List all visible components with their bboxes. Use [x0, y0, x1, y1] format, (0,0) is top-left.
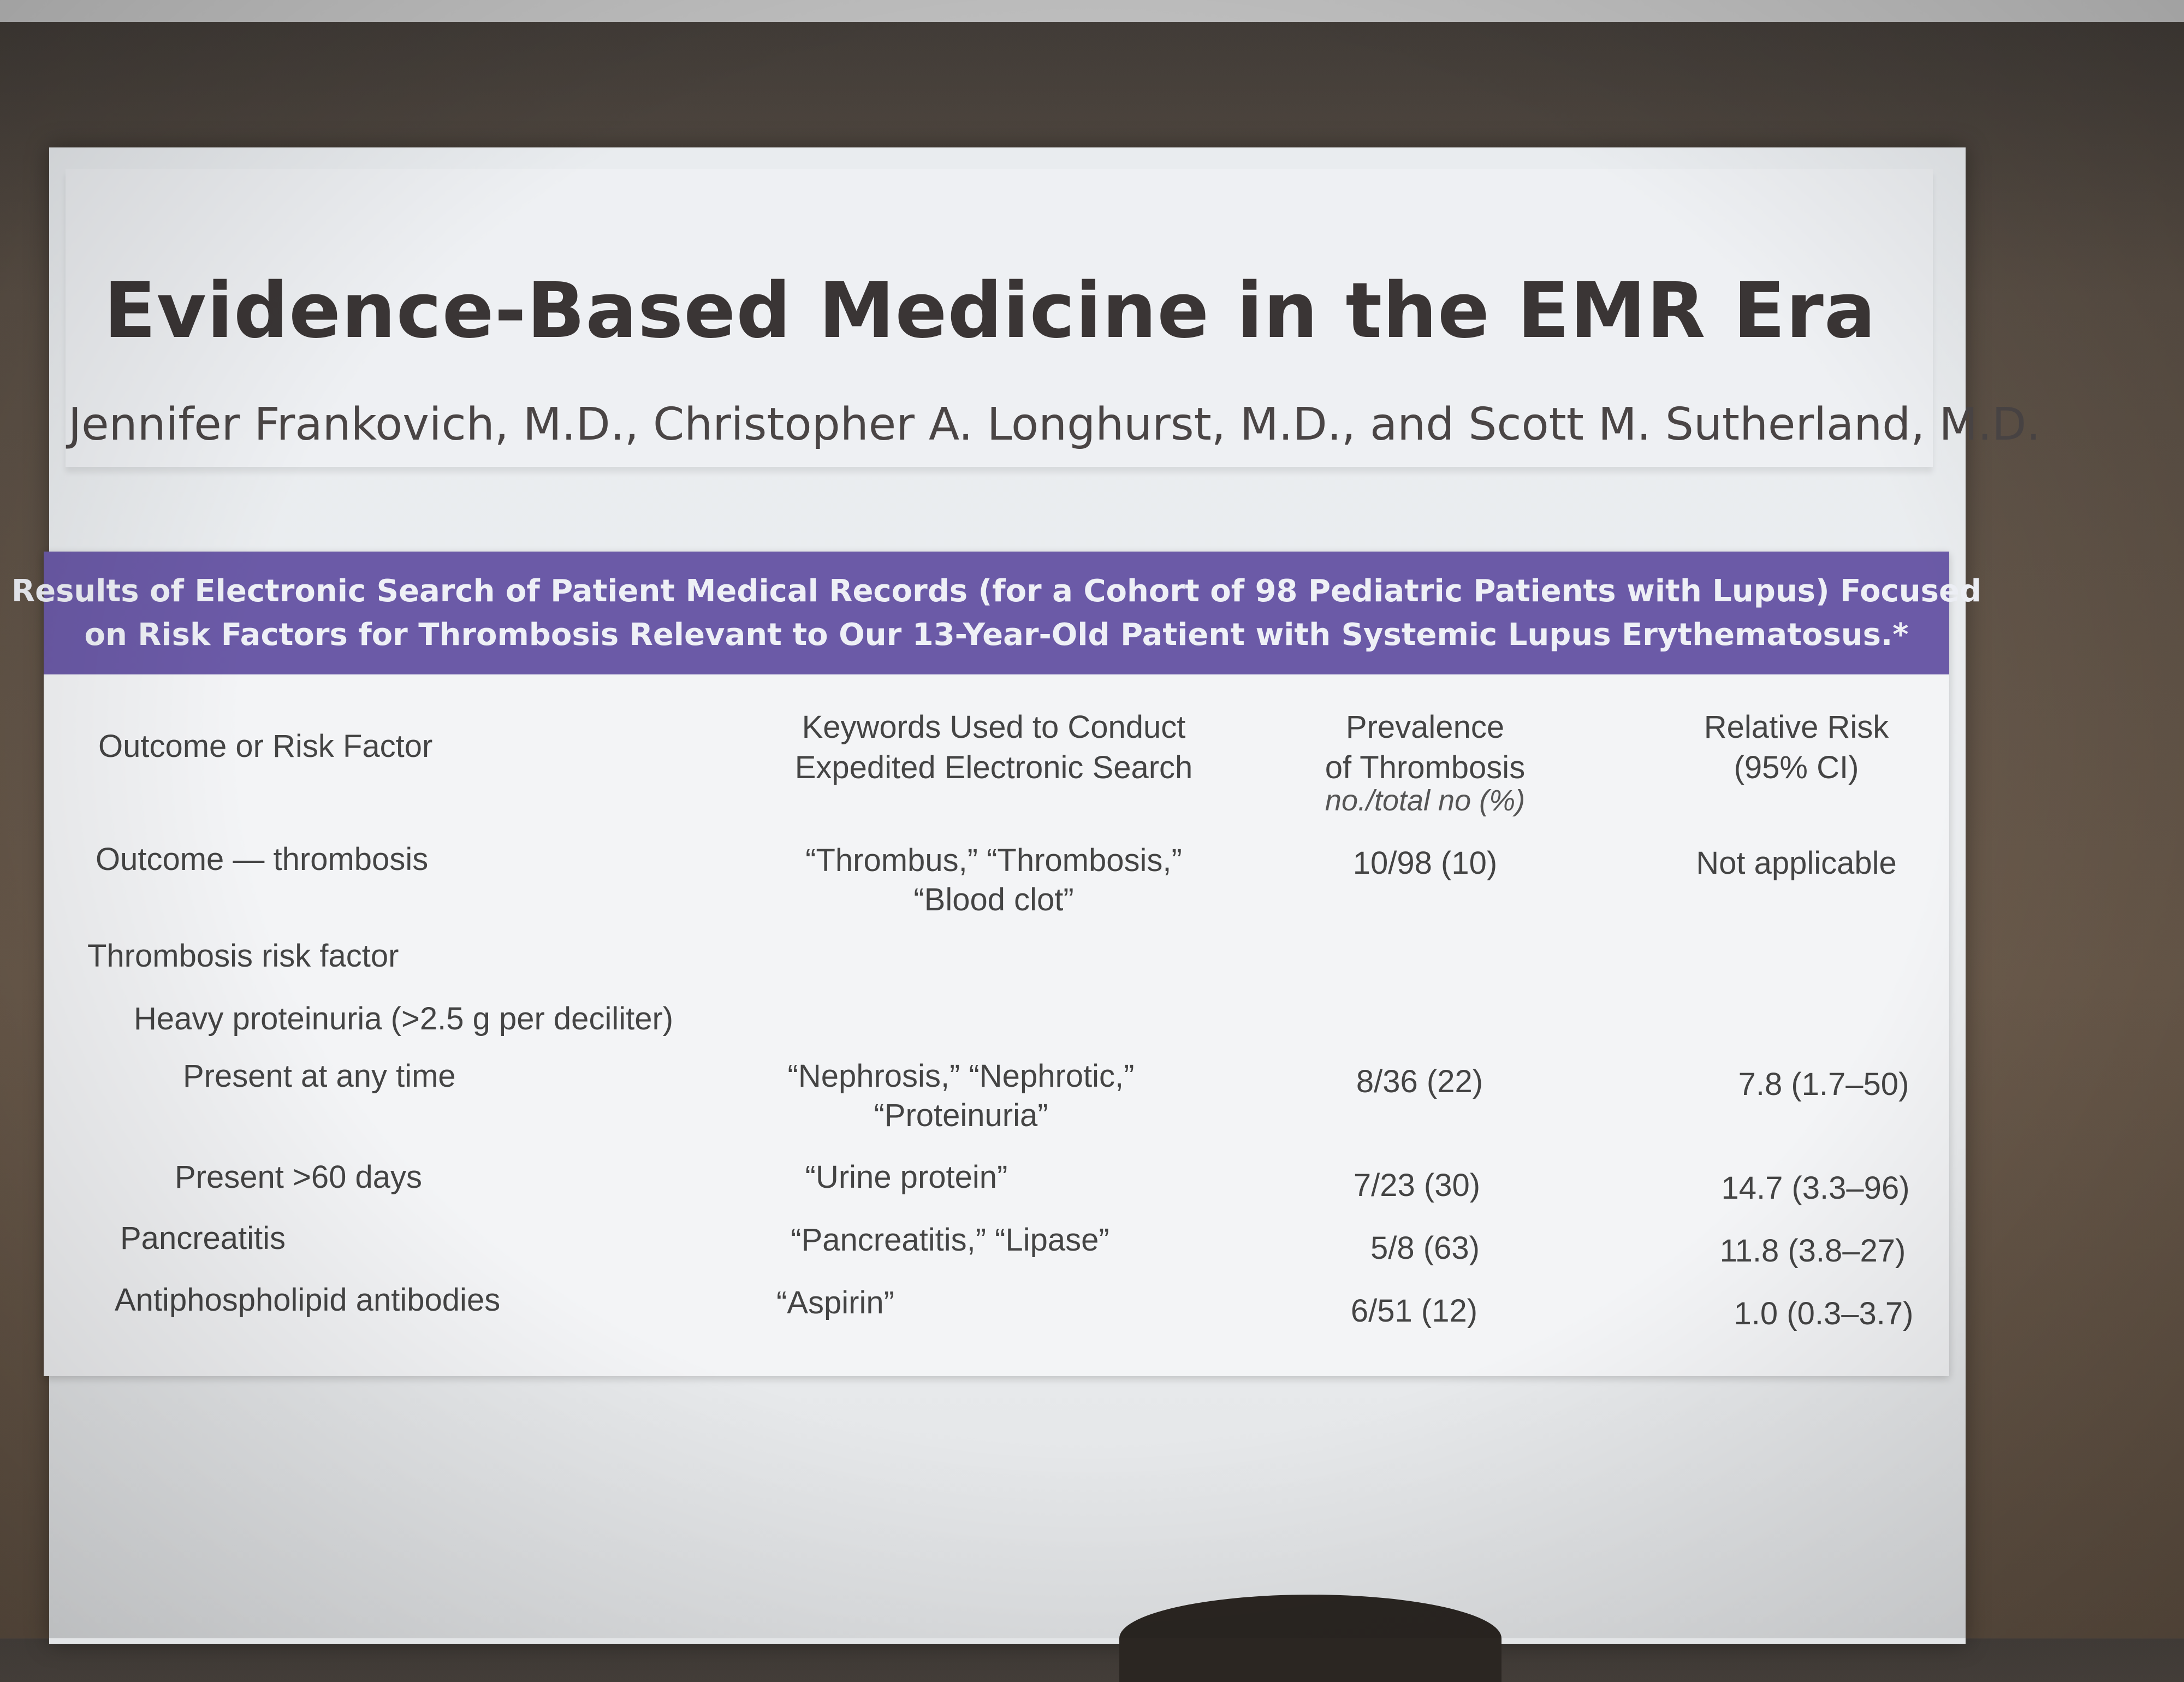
row-relative-risk: 1.0 (0.3–3.7) [1734, 1296, 1914, 1331]
results-table: Results of Electronic Search of Patient … [11, 552, 1981, 1376]
header-prevalence: Prevalence of Thrombosis [1325, 709, 1526, 785]
row-keywords: “Thrombus,” “Thrombosis,” “Blood clot” [805, 843, 1182, 917]
row-relative-risk: 11.8 (3.8–27) [1719, 1233, 1906, 1269]
caption-line-2: on Risk Factors for Thrombosis Relevant … [84, 617, 1909, 653]
slide-title: Evidence-Based Medicine in the EMR Era [104, 266, 1877, 356]
header-keywords: Keywords Used to Conduct Expedited Elect… [794, 709, 1193, 785]
row-factor: Thrombosis risk factor [87, 938, 399, 974]
ceiling-strip [0, 0, 2184, 22]
row-prevalence: 5/8 (63) [1370, 1230, 1480, 1266]
row-keywords: “Aspirin” [776, 1285, 894, 1320]
row-factor: Pancreatitis [120, 1221, 286, 1256]
row-relative-risk: 14.7 (3.3–96) [1721, 1170, 1910, 1206]
header-relative-risk: Relative Risk (95% CI) [1704, 709, 1889, 785]
row-keywords: “Nephrosis,” “Nephrotic,” “Proteinuria” [787, 1058, 1135, 1133]
table-caption: Results of Electronic Search of Patient … [11, 552, 1981, 674]
row-prevalence: 8/36 (22) [1356, 1064, 1483, 1099]
slide-authors: Jennifer Frankovich, M.D., Christopher A… [68, 399, 2041, 451]
row-factor: Present >60 days [175, 1159, 423, 1195]
header-factor: Outcome or Risk Factor [98, 729, 433, 764]
header-units: no./total no (%) [1325, 784, 1526, 817]
row-relative-risk: 7.8 (1.7–50) [1738, 1067, 1909, 1102]
projection-screen: Evidence-Based Medicine in the EMR Era J… [11, 147, 2040, 1644]
slide-header: Evidence-Based Medicine in the EMR Era J… [66, 169, 2040, 467]
row-factor: Heavy proteinuria (>2.5 g per deciliter) [134, 1001, 674, 1037]
row-prevalence: 10/98 (10) [1352, 845, 1498, 881]
audience-head-silhouette [1119, 1595, 1502, 1682]
row-relative-risk: Not applicable [1696, 845, 1897, 881]
row-prevalence: 7/23 (30) [1353, 1168, 1481, 1203]
row-keywords: “Pancreatitis,” “Lipase” [791, 1222, 1109, 1258]
row-prevalence: 6/51 (12) [1350, 1293, 1478, 1329]
row-factor: Present at any time [183, 1058, 456, 1094]
row-factor: Outcome — thrombosis [96, 842, 429, 877]
caption-line-1: Results of Electronic Search of Patient … [11, 573, 1982, 609]
row-keywords: “Urine protein” [805, 1159, 1008, 1195]
row-factor: Antiphospholipid antibodies [115, 1282, 501, 1318]
